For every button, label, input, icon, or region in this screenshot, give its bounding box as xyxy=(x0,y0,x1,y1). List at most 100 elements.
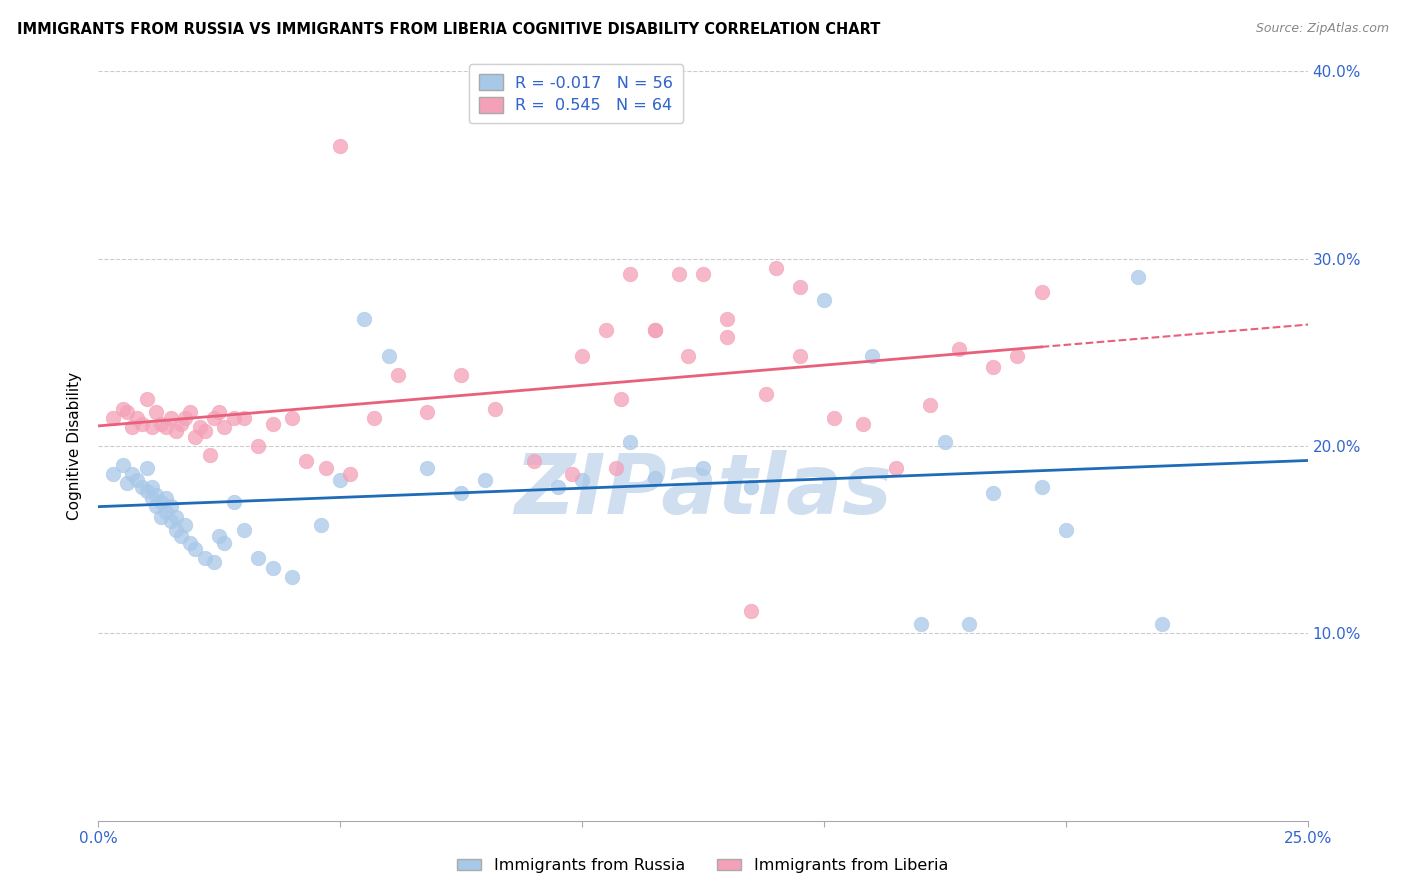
Point xyxy=(644,323,666,337)
Point xyxy=(315,461,337,475)
Point xyxy=(111,458,134,472)
Text: IMMIGRANTS FROM RUSSIA VS IMMIGRANTS FROM LIBERIA COGNITIVE DISABILITY CORRELATI: IMMIGRANTS FROM RUSSIA VS IMMIGRANTS FRO… xyxy=(17,22,880,37)
Point xyxy=(309,517,332,532)
Legend: R = -0.017   N = 56, R =  0.545   N = 64: R = -0.017 N = 56, R = 0.545 N = 64 xyxy=(470,64,683,123)
Point xyxy=(141,480,163,494)
Point xyxy=(416,461,439,475)
Point xyxy=(232,411,254,425)
Point xyxy=(678,349,700,363)
Point xyxy=(561,467,583,482)
Point xyxy=(141,491,163,506)
Point xyxy=(131,417,153,431)
Point xyxy=(121,467,143,482)
Point xyxy=(204,411,226,425)
Point xyxy=(416,405,439,419)
Point xyxy=(174,411,197,425)
Point xyxy=(188,420,211,434)
Point xyxy=(692,267,714,281)
Point xyxy=(184,542,207,557)
Point xyxy=(860,349,883,363)
Point xyxy=(610,392,633,407)
Point xyxy=(155,505,177,519)
Point xyxy=(886,461,908,475)
Point xyxy=(363,411,385,425)
Point xyxy=(644,323,666,337)
Point xyxy=(295,454,318,468)
Point xyxy=(920,398,942,412)
Point xyxy=(101,467,124,482)
Point xyxy=(1054,524,1077,538)
Point xyxy=(135,392,157,407)
Point xyxy=(377,349,399,363)
Point xyxy=(212,420,235,434)
Point xyxy=(755,386,778,401)
Point xyxy=(523,454,546,468)
Point xyxy=(619,267,641,281)
Point xyxy=(222,495,245,509)
Point xyxy=(716,311,738,326)
Point xyxy=(281,411,304,425)
Point xyxy=(232,524,254,538)
Point xyxy=(1031,285,1053,300)
Point xyxy=(111,401,134,416)
Point xyxy=(571,349,593,363)
Point xyxy=(155,491,177,506)
Point xyxy=(450,486,472,500)
Point xyxy=(194,551,217,566)
Point xyxy=(765,261,787,276)
Point xyxy=(981,486,1004,500)
Point xyxy=(174,517,197,532)
Point xyxy=(813,293,835,307)
Point xyxy=(948,342,970,356)
Point xyxy=(194,424,217,438)
Point xyxy=(644,471,666,485)
Point xyxy=(208,405,231,419)
Point xyxy=(740,604,762,618)
Point xyxy=(135,461,157,475)
Point xyxy=(262,417,284,431)
Point xyxy=(1128,270,1150,285)
Point xyxy=(247,551,270,566)
Point xyxy=(910,617,932,632)
Point xyxy=(934,435,956,450)
Point xyxy=(605,461,627,475)
Point xyxy=(121,420,143,434)
Point xyxy=(101,411,124,425)
Point xyxy=(117,405,139,419)
Point xyxy=(165,524,187,538)
Point xyxy=(160,514,183,528)
Y-axis label: Cognitive Disability: Cognitive Disability xyxy=(67,372,83,520)
Point xyxy=(450,368,472,382)
Point xyxy=(329,139,352,153)
Point xyxy=(169,417,191,431)
Point xyxy=(160,411,183,425)
Point xyxy=(692,461,714,475)
Point xyxy=(165,510,187,524)
Point xyxy=(145,488,167,502)
Point xyxy=(595,323,617,337)
Point xyxy=(145,499,167,513)
Point xyxy=(141,420,163,434)
Point xyxy=(339,467,361,482)
Point xyxy=(262,561,284,575)
Point xyxy=(740,480,762,494)
Point xyxy=(789,280,811,294)
Point xyxy=(169,529,191,543)
Point xyxy=(547,480,569,494)
Point xyxy=(131,480,153,494)
Point xyxy=(353,311,375,326)
Point xyxy=(247,439,270,453)
Point xyxy=(571,473,593,487)
Point xyxy=(716,330,738,344)
Point xyxy=(981,360,1004,375)
Text: Source: ZipAtlas.com: Source: ZipAtlas.com xyxy=(1256,22,1389,36)
Point xyxy=(668,267,690,281)
Point xyxy=(135,483,157,498)
Point xyxy=(165,424,187,438)
Legend: Immigrants from Russia, Immigrants from Liberia: Immigrants from Russia, Immigrants from … xyxy=(451,852,955,880)
Point xyxy=(198,449,221,463)
Point xyxy=(484,401,506,416)
Point xyxy=(387,368,409,382)
Point xyxy=(852,417,875,431)
Point xyxy=(127,473,149,487)
